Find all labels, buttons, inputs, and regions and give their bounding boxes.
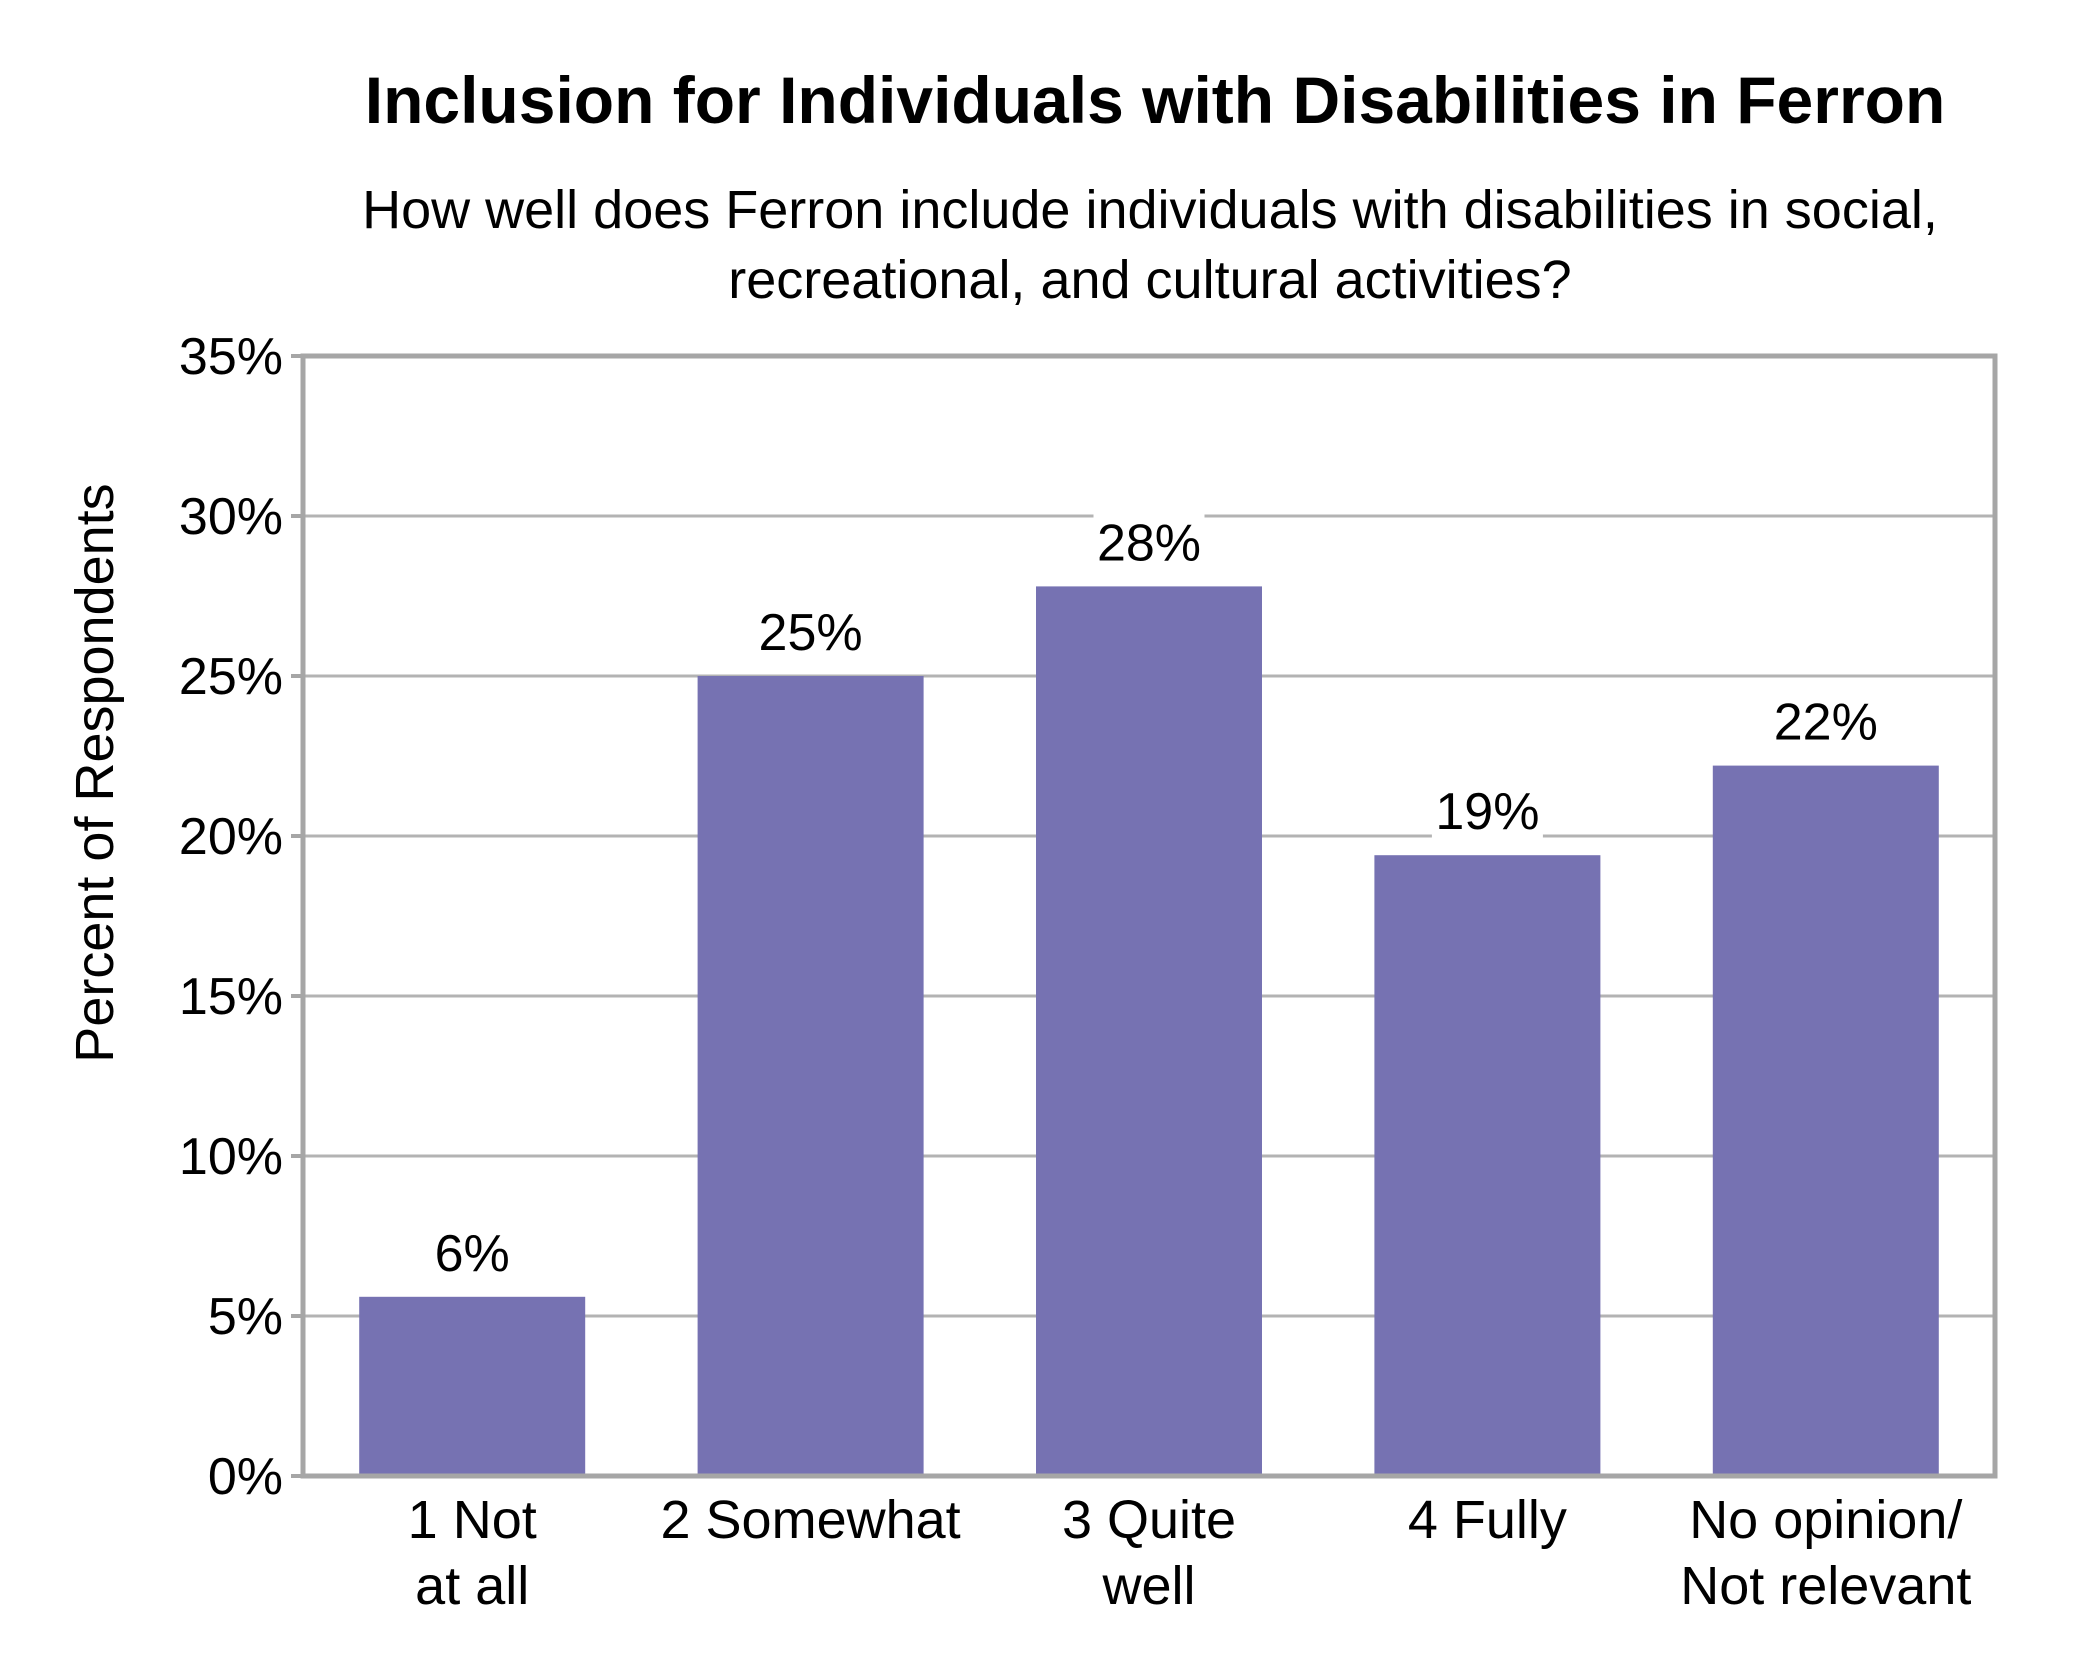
data-label: 22% [1774,694,1878,752]
y-axis-label: Percent of Respondents [65,483,125,1062]
y-tick-label: 25% [179,648,283,706]
x-tick-label: 3 Quite [1062,1490,1236,1550]
data-label: 6% [435,1225,510,1283]
y-tick-label: 35% [179,328,283,386]
bars [359,586,1939,1476]
x-tick-label: 4 Fully [1408,1490,1567,1550]
chart-subtitle-line-2: recreational, and cultural activities? [728,250,1571,310]
bar [1374,855,1601,1476]
data-label: 19% [1435,783,1539,841]
y-tick-label: 0% [208,1448,283,1506]
y-tick-label: 30% [179,488,283,546]
y-tick-label: 20% [179,808,283,866]
x-tick-label: at all [415,1556,529,1616]
data-label-background [431,1220,514,1283]
chart-subtitle-line-1: How well does Ferron include individuals… [362,180,1938,240]
x-tick-label: 1 Not [408,1490,537,1550]
bar [1036,586,1262,1476]
bar [1712,765,1939,1476]
data-label-background [755,600,867,662]
plot-border [300,353,1998,1479]
data-label-background [1431,779,1543,842]
plot-frame [300,353,1998,1479]
bar [697,676,924,1476]
y-tick-labels: 0% 5% 10% 15% 20% 25% 30% 35% [179,328,303,1506]
bar [359,1296,586,1476]
x-tick-label: No opinion/ [1689,1490,1962,1550]
y-tick-label: 15% [179,968,283,1026]
y-tick-label: 5% [208,1288,283,1346]
x-tick-label: Not relevant [1680,1556,1971,1616]
data-labels: 6% 25% 28% 19% 22% [431,510,1882,1283]
data-label: 28% [1097,514,1201,572]
data-label-background [1770,689,1882,752]
data-label: 25% [759,604,863,662]
data-label-background [1093,510,1205,573]
chart-title: Inclusion for Individuals with Disabilit… [365,63,1946,137]
y-tick-label: 10% [179,1128,283,1186]
x-tick-label: well [1101,1556,1195,1616]
x-tick-label: 2 Somewhat [661,1490,961,1550]
